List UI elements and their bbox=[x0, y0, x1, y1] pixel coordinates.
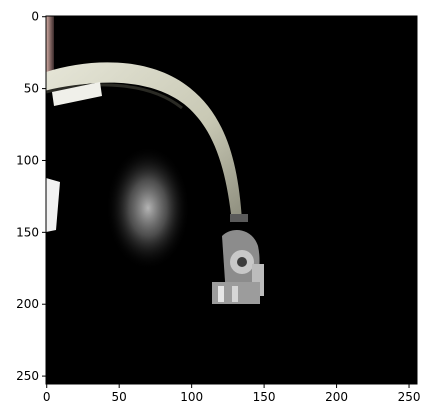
photo bbox=[46, 16, 417, 384]
y-tick-label: 150 bbox=[16, 225, 39, 239]
y-tick-label: 0 bbox=[31, 10, 39, 24]
axes-frame bbox=[45, 15, 418, 385]
visor-glow bbox=[106, 146, 190, 270]
left-edge-highlight bbox=[46, 16, 54, 76]
left-white-slit bbox=[46, 178, 60, 232]
visor-hinge bbox=[212, 214, 264, 304]
x-tick-label: 0 bbox=[43, 390, 51, 404]
x-tick-label: 50 bbox=[112, 390, 127, 404]
y-tick-label: 250 bbox=[16, 369, 39, 383]
x-tick-label: 250 bbox=[398, 390, 421, 404]
x-tick-label: 150 bbox=[253, 390, 276, 404]
x-tick-label: 100 bbox=[180, 390, 203, 404]
x-axis: 0 50 100 150 200 250 bbox=[43, 384, 421, 404]
y-axis: 0 50 100 150 200 250 bbox=[16, 10, 46, 383]
y-tick-label: 50 bbox=[24, 82, 39, 96]
shell-inner-edge bbox=[46, 83, 183, 110]
x-tick-label: 200 bbox=[325, 390, 348, 404]
y-tick-label: 200 bbox=[16, 297, 39, 311]
shell-label-patch bbox=[52, 82, 102, 106]
y-tick-label: 100 bbox=[16, 153, 39, 167]
helmet-shell-arc bbox=[46, 62, 242, 222]
